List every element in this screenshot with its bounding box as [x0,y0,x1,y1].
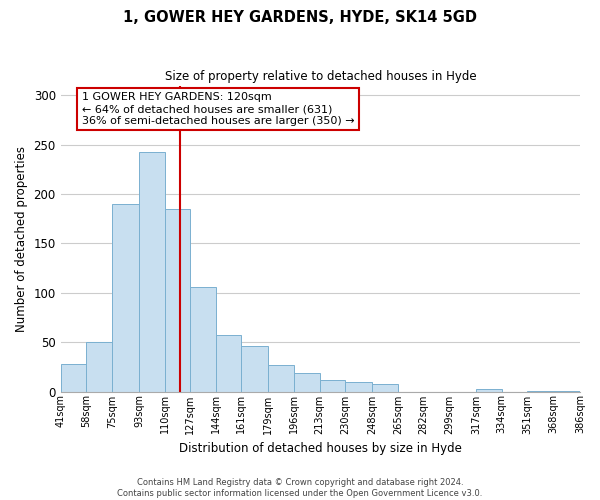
X-axis label: Distribution of detached houses by size in Hyde: Distribution of detached houses by size … [179,442,462,455]
Bar [372,384,398,392]
Bar [190,287,216,392]
Bar [139,152,164,392]
Text: Contains HM Land Registry data © Crown copyright and database right 2024.
Contai: Contains HM Land Registry data © Crown c… [118,478,482,498]
Bar [112,204,139,392]
Bar [268,365,294,392]
Bar [61,364,86,392]
Bar [345,382,372,392]
Bar [86,342,112,392]
Bar [164,209,190,392]
Text: 1, GOWER HEY GARDENS, HYDE, SK14 5GD: 1, GOWER HEY GARDENS, HYDE, SK14 5GD [123,10,477,25]
Bar [476,388,502,392]
Y-axis label: Number of detached properties: Number of detached properties [15,146,28,332]
Bar [527,390,553,392]
Bar [320,380,345,392]
Title: Size of property relative to detached houses in Hyde: Size of property relative to detached ho… [164,70,476,83]
Bar [294,373,320,392]
Bar [216,336,241,392]
Text: 1 GOWER HEY GARDENS: 120sqm
← 64% of detached houses are smaller (631)
36% of se: 1 GOWER HEY GARDENS: 120sqm ← 64% of det… [82,92,355,126]
Bar [553,390,580,392]
Bar [241,346,268,392]
